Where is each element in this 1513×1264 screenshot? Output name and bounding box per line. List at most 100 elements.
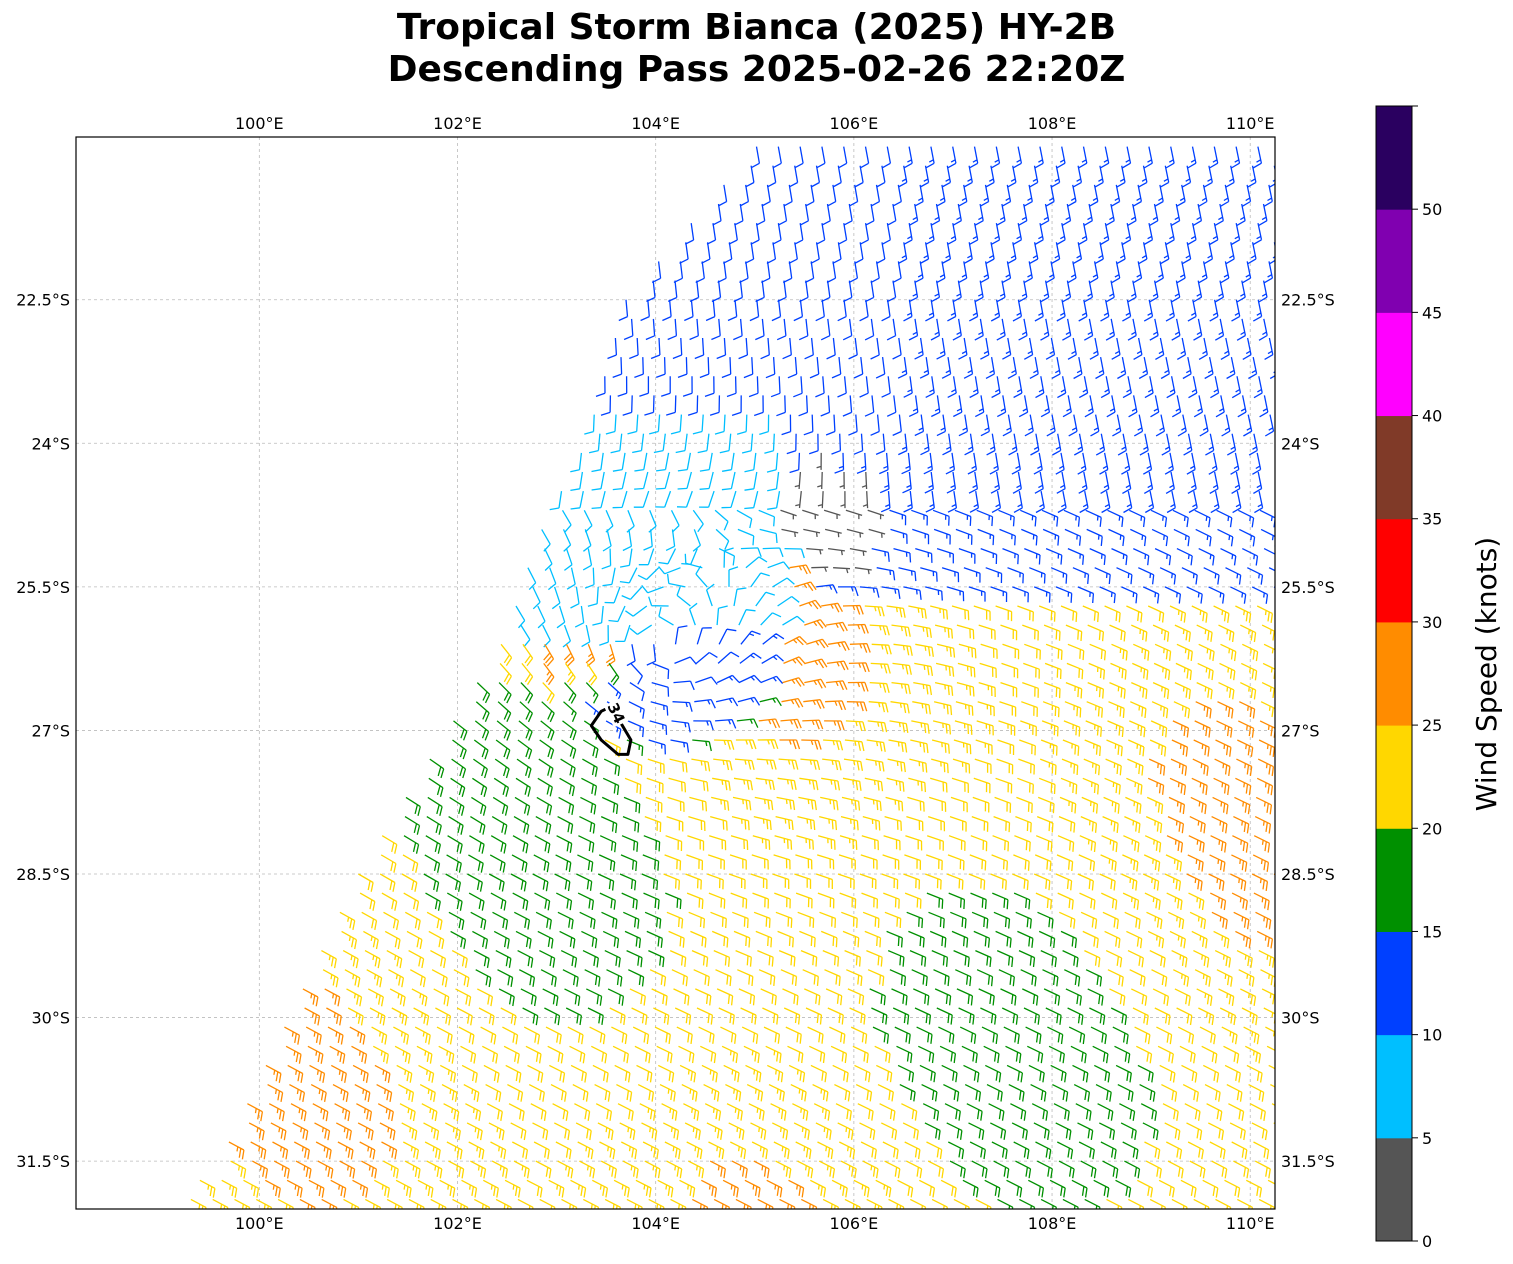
wind-barb [583,510,593,533]
wind-barb [648,510,657,533]
wind-barb [1040,203,1050,226]
wind-barb [1031,1103,1049,1121]
colorbar-bin [1376,931,1412,1036]
wind-barb [597,1122,614,1141]
wind-barb [665,529,676,551]
wind-barb [692,1198,709,1209]
wind-barb [488,873,505,892]
wind-barb [461,1064,478,1083]
wind-barb [903,299,913,322]
wind-barb [1174,988,1191,1006]
wind-barb [755,777,775,791]
wind-barb [837,873,855,890]
wind-barb [894,1026,911,1044]
wind-barb [794,223,804,245]
wind-barb [945,452,956,475]
wind-barb [1083,203,1093,226]
wind-barb [493,777,510,797]
wind-barb [845,509,863,520]
wind-barb [445,873,462,892]
wind-barb [498,682,512,704]
wind-barb [837,222,848,245]
wind-barb [1143,146,1153,169]
wind-barb [601,796,619,814]
wind-barb [494,758,510,779]
wind-barb [688,602,698,626]
wind-barb [753,815,772,831]
wind-barb [1253,376,1263,399]
wind-barb [709,395,721,416]
wind-barb [821,203,831,226]
wind-barb [789,452,801,474]
wind-barb [1035,1141,1052,1160]
wind-barb [925,376,935,398]
wind-barb [441,1084,458,1102]
wind-barb [1253,892,1270,911]
wind-barb [1103,796,1120,814]
contour-label: 34 [603,698,630,727]
wind-barb [388,969,405,988]
wind-barb [958,337,968,360]
wind-barb [888,739,908,753]
wind-barb [1034,299,1044,322]
wind-barb [321,950,337,969]
wind-barb [958,547,976,564]
wind-barb [994,796,1012,813]
wind-barb [1087,988,1104,1006]
wind-barb [515,777,531,797]
wind-barb [623,796,641,814]
wind-barb [974,758,992,774]
wind-barb [634,1045,651,1064]
wind-barb [1085,509,1102,527]
wind-barb [1049,1179,1066,1198]
wind-barb [893,547,912,563]
wind-barb [1199,414,1209,437]
wind-barb [1116,567,1133,585]
wind-barb [1127,950,1144,968]
wind-barb [645,796,663,813]
wind-barb [1214,280,1225,303]
wind-barb [588,433,601,454]
wind-barb [1173,969,1190,987]
wind-barb [1194,969,1211,987]
wind-barb [646,930,663,948]
wind-barb [755,318,765,341]
wind-barb [728,873,746,890]
wind-barb [602,930,620,949]
wind-barb [838,586,859,597]
wind-barb [556,605,566,629]
wind-barb [1165,299,1175,322]
wind-barb [886,777,905,792]
wind-barb [919,165,930,188]
wind-barb [634,357,644,379]
wind-barb [436,1026,453,1045]
wind-barb [931,758,949,774]
wind-barb [567,1026,584,1045]
wind-barb [518,720,533,741]
wind-barb [897,357,908,379]
wind-barb [606,969,623,987]
wind-barb [793,299,804,322]
wind-barb [540,720,555,741]
wind-barb [591,471,605,491]
wind-barb [1256,930,1274,949]
wind-barb [819,815,838,831]
wind-barb [861,471,868,490]
wind-barb [666,573,686,588]
wind-barb [947,376,957,398]
wind-barb [906,815,924,832]
wind-barb [561,509,572,533]
wind-barb [1100,376,1111,399]
wind-barb [1198,337,1208,360]
wind-barb [911,720,930,734]
wind-barb [819,911,837,928]
chart-title-line1: Tropical Storm Bianca (2025) HY-2B [396,7,1117,48]
wind-barb [1142,452,1153,475]
wind-barb [556,835,573,853]
wind-barb [453,969,470,988]
wind-barb [1078,854,1096,872]
wind-barb [1268,567,1275,572]
wind-barb [1232,835,1249,853]
wind-barb [1126,777,1143,795]
wind-barb [1214,318,1225,341]
